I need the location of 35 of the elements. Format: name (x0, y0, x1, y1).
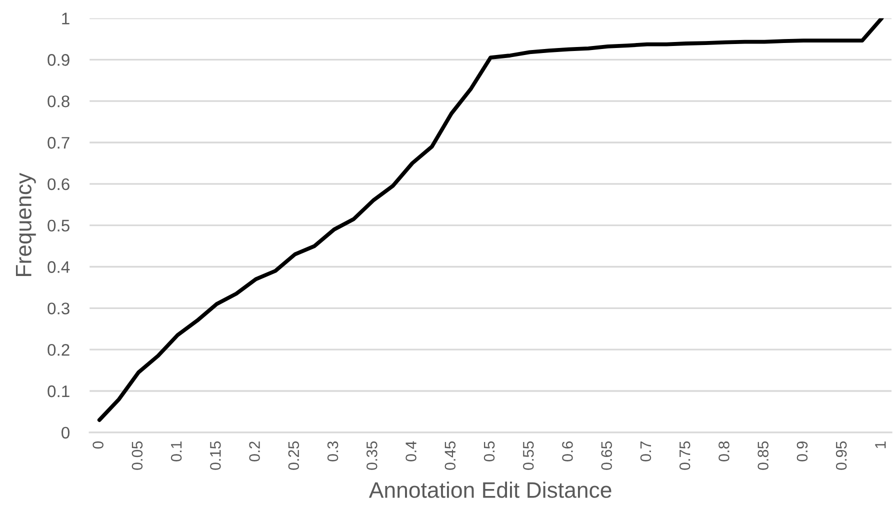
y-tick-label: 0.7 (48, 136, 70, 149)
x-tick-label: 0.6 (562, 441, 573, 462)
x-tick-label: 0.85 (758, 441, 768, 470)
x-tick-label: 0.45 (444, 441, 456, 470)
x-tick-label: 0.4 (406, 441, 416, 462)
x-tick-label: 0.5 (484, 441, 495, 462)
x-tick-label: 0.15 (210, 441, 221, 470)
x-tick-label: 0.25 (288, 441, 300, 470)
y-tick-label: 0.4 (48, 261, 70, 273)
y-tick-label: 0.1 (48, 385, 70, 398)
x-tick-label: 0.7 (640, 442, 652, 462)
y-tick-label: 0.2 (48, 344, 70, 356)
x-tick-label: 0.05 (132, 441, 143, 470)
x-tick-label: 0.65 (601, 441, 612, 470)
x-tick-label: 0.75 (679, 441, 690, 470)
x-axis-title: Annotation Edit Distance (368, 482, 612, 498)
line-series (97, 18, 884, 422)
x-tick-label: 1 (875, 442, 886, 448)
x-tick-label: 0.8 (718, 441, 730, 462)
x-tick-label: 0.2 (249, 442, 260, 462)
y-tick-label: 0.3 (48, 302, 70, 314)
y-tick-label: 0.6 (48, 178, 70, 190)
y-tick-label: 0 (62, 426, 70, 439)
x-tick-label: 0.95 (836, 441, 847, 470)
y-tick-label: 1 (62, 12, 70, 24)
y-axis-title: Frequency (16, 172, 36, 276)
x-tick-label: 0.35 (366, 441, 378, 470)
y-tick-label: 0.9 (48, 54, 70, 66)
y-tick-label: 0.5 (48, 220, 70, 232)
x-tick-label: 0.3 (327, 441, 338, 462)
x-tick-label: 0.1 (170, 442, 182, 462)
x-tick-label: 0.9 (796, 441, 808, 462)
y-tick-label: 0.8 (48, 95, 70, 108)
x-tick-label: 0.55 (522, 441, 534, 470)
x-tick-label: 0 (92, 441, 104, 449)
